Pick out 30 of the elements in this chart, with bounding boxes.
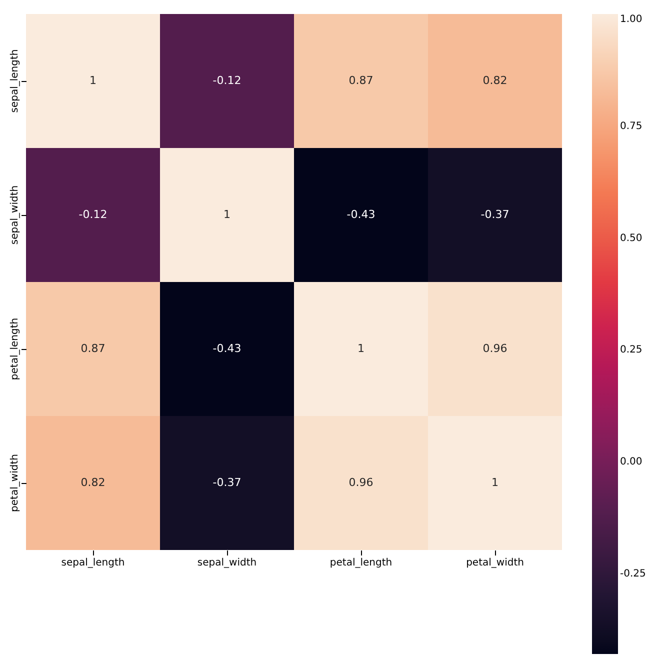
data-label: 0.87 bbox=[348, 74, 374, 87]
x-tick-label: petal_length bbox=[330, 558, 392, 568]
data-label: 0.96 bbox=[482, 342, 508, 355]
y-tick-label: sepal_width bbox=[10, 185, 20, 245]
y-tick-label: petal_length bbox=[10, 318, 20, 380]
data-label: -0.37 bbox=[480, 208, 510, 221]
data-label: 0.96 bbox=[348, 476, 374, 489]
data-label: -0.43 bbox=[212, 342, 242, 355]
x-tick-label: sepal_length bbox=[61, 558, 125, 568]
data-label: -0.37 bbox=[212, 476, 242, 489]
x-tick-label: petal_width bbox=[466, 558, 524, 568]
x-tick-label: sepal_width bbox=[197, 558, 257, 568]
data-label: 0.82 bbox=[482, 74, 508, 87]
y-tick-label: sepal_length bbox=[10, 49, 20, 113]
color-bar-label: 1.00 bbox=[620, 14, 642, 25]
color-bar-label: 0.50 bbox=[620, 232, 642, 244]
data-label: 1 bbox=[90, 74, 96, 87]
data-label: 1 bbox=[358, 342, 364, 355]
data-label: -0.43 bbox=[346, 208, 376, 221]
color-bar-label: -0.25 bbox=[620, 568, 646, 580]
data-label: -0.12 bbox=[78, 208, 108, 221]
y-tick-label: petal_width bbox=[10, 454, 20, 512]
color-bar-label: 0.75 bbox=[620, 120, 642, 132]
color-bar-label: 0.25 bbox=[620, 344, 642, 356]
data-label: -0.12 bbox=[212, 74, 242, 87]
data-label: 0.87 bbox=[80, 342, 106, 355]
data-label: 0.82 bbox=[80, 476, 106, 489]
color-bar-label: 0.00 bbox=[620, 456, 642, 468]
data-label: 1 bbox=[224, 208, 230, 221]
data-label: 1 bbox=[492, 476, 498, 489]
